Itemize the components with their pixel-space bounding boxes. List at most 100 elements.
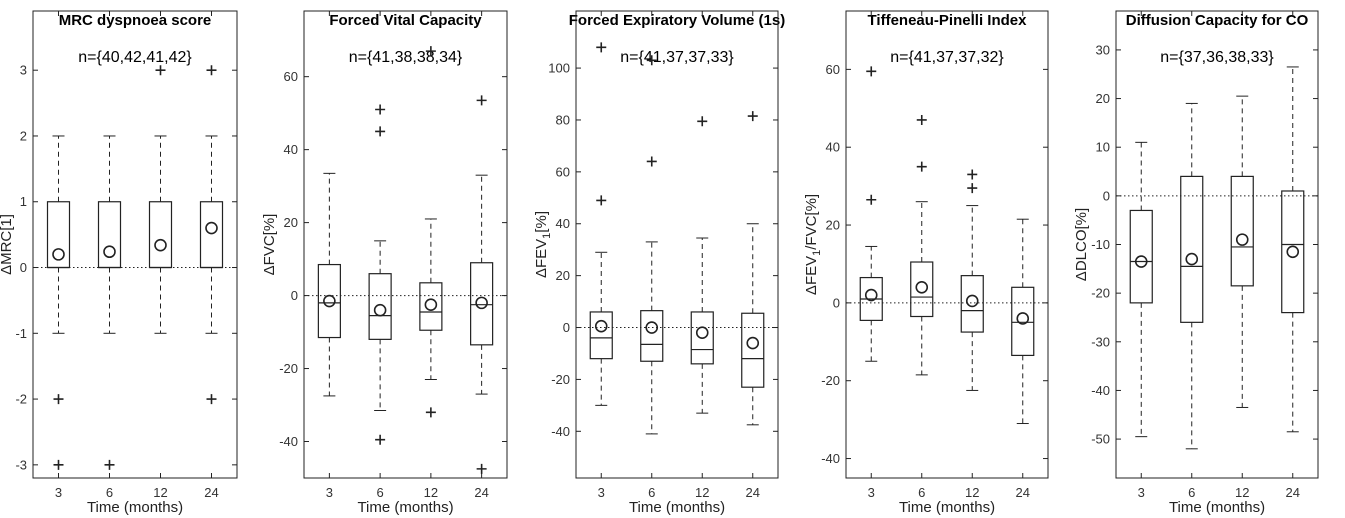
plot-frame [303, 10, 508, 479]
sample-size-annotation: n={40,42,41,42} [78, 49, 192, 66]
x-tick-label: 24 [1286, 485, 1300, 500]
plot-frame [575, 10, 779, 479]
outlier-marker [375, 126, 386, 137]
interquartile-box [148, 201, 173, 269]
y-tick-label: 40 [284, 142, 298, 157]
interquartile-box [589, 311, 613, 360]
panel-mrc: MRC dyspnoea score n={40,42,41,42} Time … [0, 10, 238, 516]
outlier-marker [697, 116, 708, 127]
mean-marker [103, 245, 116, 259]
box-6-months [1180, 102, 1204, 450]
interquartile-box [419, 282, 443, 331]
outlier-marker [375, 104, 386, 115]
y-tick-label: 3 [20, 63, 27, 78]
mean-marker [475, 296, 488, 310]
y-axis-label-unit: /FVC[%] [803, 194, 820, 250]
outlier-marker [206, 65, 217, 76]
outlier-marker [747, 111, 758, 122]
y-tick-label: -40 [821, 451, 840, 466]
y-tick-label: -20 [279, 361, 298, 376]
y-tick-label: -20 [551, 372, 570, 387]
box-3-months [46, 135, 71, 470]
y-tick-label: 0 [1103, 188, 1110, 203]
box-6-months [640, 55, 664, 435]
y-tick-label: 100 [548, 61, 570, 76]
mean-marker [323, 294, 336, 308]
interquartile-box [1011, 286, 1035, 357]
y-tick-label: 20 [284, 215, 298, 230]
mean-marker [1185, 252, 1199, 266]
outlier-marker [206, 394, 217, 405]
box-6-months [97, 135, 122, 470]
outlier-marker [375, 434, 386, 445]
y-tick-label: 1 [20, 194, 27, 209]
x-tick-label: 12 [695, 485, 709, 500]
sample-size-annotation: n={41,38,38,34} [349, 49, 463, 66]
interquartile-box [1281, 190, 1305, 314]
interquartile-box [199, 201, 224, 269]
panel-title: Diffusion Capacity for CO [1126, 12, 1309, 29]
box-12-months [1230, 95, 1254, 408]
mean-marker [915, 281, 929, 294]
x-axis-label: Time (months) [1169, 499, 1265, 516]
y-axis-label-unit: [%] [533, 211, 550, 233]
interquartile-box [317, 263, 341, 339]
outlier-marker [425, 46, 436, 57]
outlier-marker [53, 459, 64, 470]
y-axis-label-main: ΔFEV [533, 239, 550, 278]
mean-marker [1286, 245, 1300, 259]
x-tick-label: 3 [1138, 485, 1145, 500]
y-tick-label: -40 [279, 434, 298, 449]
x-tick-label: 12 [1235, 485, 1249, 500]
y-tick-label: 80 [556, 112, 570, 127]
interquartile-box [1129, 209, 1153, 304]
mean-marker [205, 221, 218, 235]
interquartile-box [1230, 175, 1254, 287]
outlier-marker [425, 407, 436, 418]
outlier-marker [646, 55, 657, 66]
y-axis-label: ΔMRC[1] [0, 214, 15, 275]
mean-marker [594, 319, 608, 333]
y-tick-label: 40 [556, 216, 570, 231]
panel-dlco: Diffusion Capacity for CO n={37,36,38,33… [1073, 10, 1319, 516]
y-axis-label-main: ΔFEV [803, 256, 820, 295]
box-12-months [419, 46, 443, 418]
y-tick-label: -40 [551, 424, 570, 439]
y-tick-label: -20 [1091, 286, 1110, 301]
y-axis-label-subscript: 1 [811, 250, 823, 256]
box-12-months [960, 169, 984, 391]
x-tick-label: 12 [424, 485, 438, 500]
mean-marker [965, 294, 979, 308]
y-tick-label: -1 [15, 326, 27, 341]
mean-marker [864, 288, 878, 302]
x-tick-label: 6 [106, 485, 113, 500]
outlier-marker [476, 463, 487, 474]
box-3-months [859, 66, 883, 362]
box-3-months [1129, 141, 1153, 438]
x-axis-label: Time (months) [629, 499, 725, 516]
x-tick-label: 3 [598, 485, 605, 500]
outlier-marker [916, 114, 927, 125]
x-tick-label: 6 [1188, 485, 1195, 500]
outlier-marker [866, 194, 877, 205]
y-tick-label: -20 [821, 373, 840, 388]
box-3-months [589, 42, 613, 406]
y-tick-label: -50 [1091, 432, 1110, 447]
x-tick-label: 3 [55, 485, 62, 500]
x-axis-label: Time (months) [357, 499, 453, 516]
outlier-marker [596, 195, 607, 206]
outlier-marker [916, 161, 927, 172]
plot-frame [32, 10, 238, 479]
x-tick-label: 12 [153, 485, 167, 500]
interquartile-box [960, 275, 984, 333]
y-tick-label: 40 [826, 140, 840, 155]
mean-marker [1016, 312, 1030, 325]
outlier-marker [476, 95, 487, 106]
x-tick-label: 6 [377, 485, 384, 500]
y-tick-label: -30 [1091, 334, 1110, 349]
panel-title: MRC dyspnoea score [59, 12, 212, 29]
sample-size-annotation: n={37,36,38,33} [1160, 49, 1274, 66]
y-axis-label: ΔDLCO[%] [1073, 208, 1090, 281]
x-tick-label: 6 [648, 485, 655, 500]
